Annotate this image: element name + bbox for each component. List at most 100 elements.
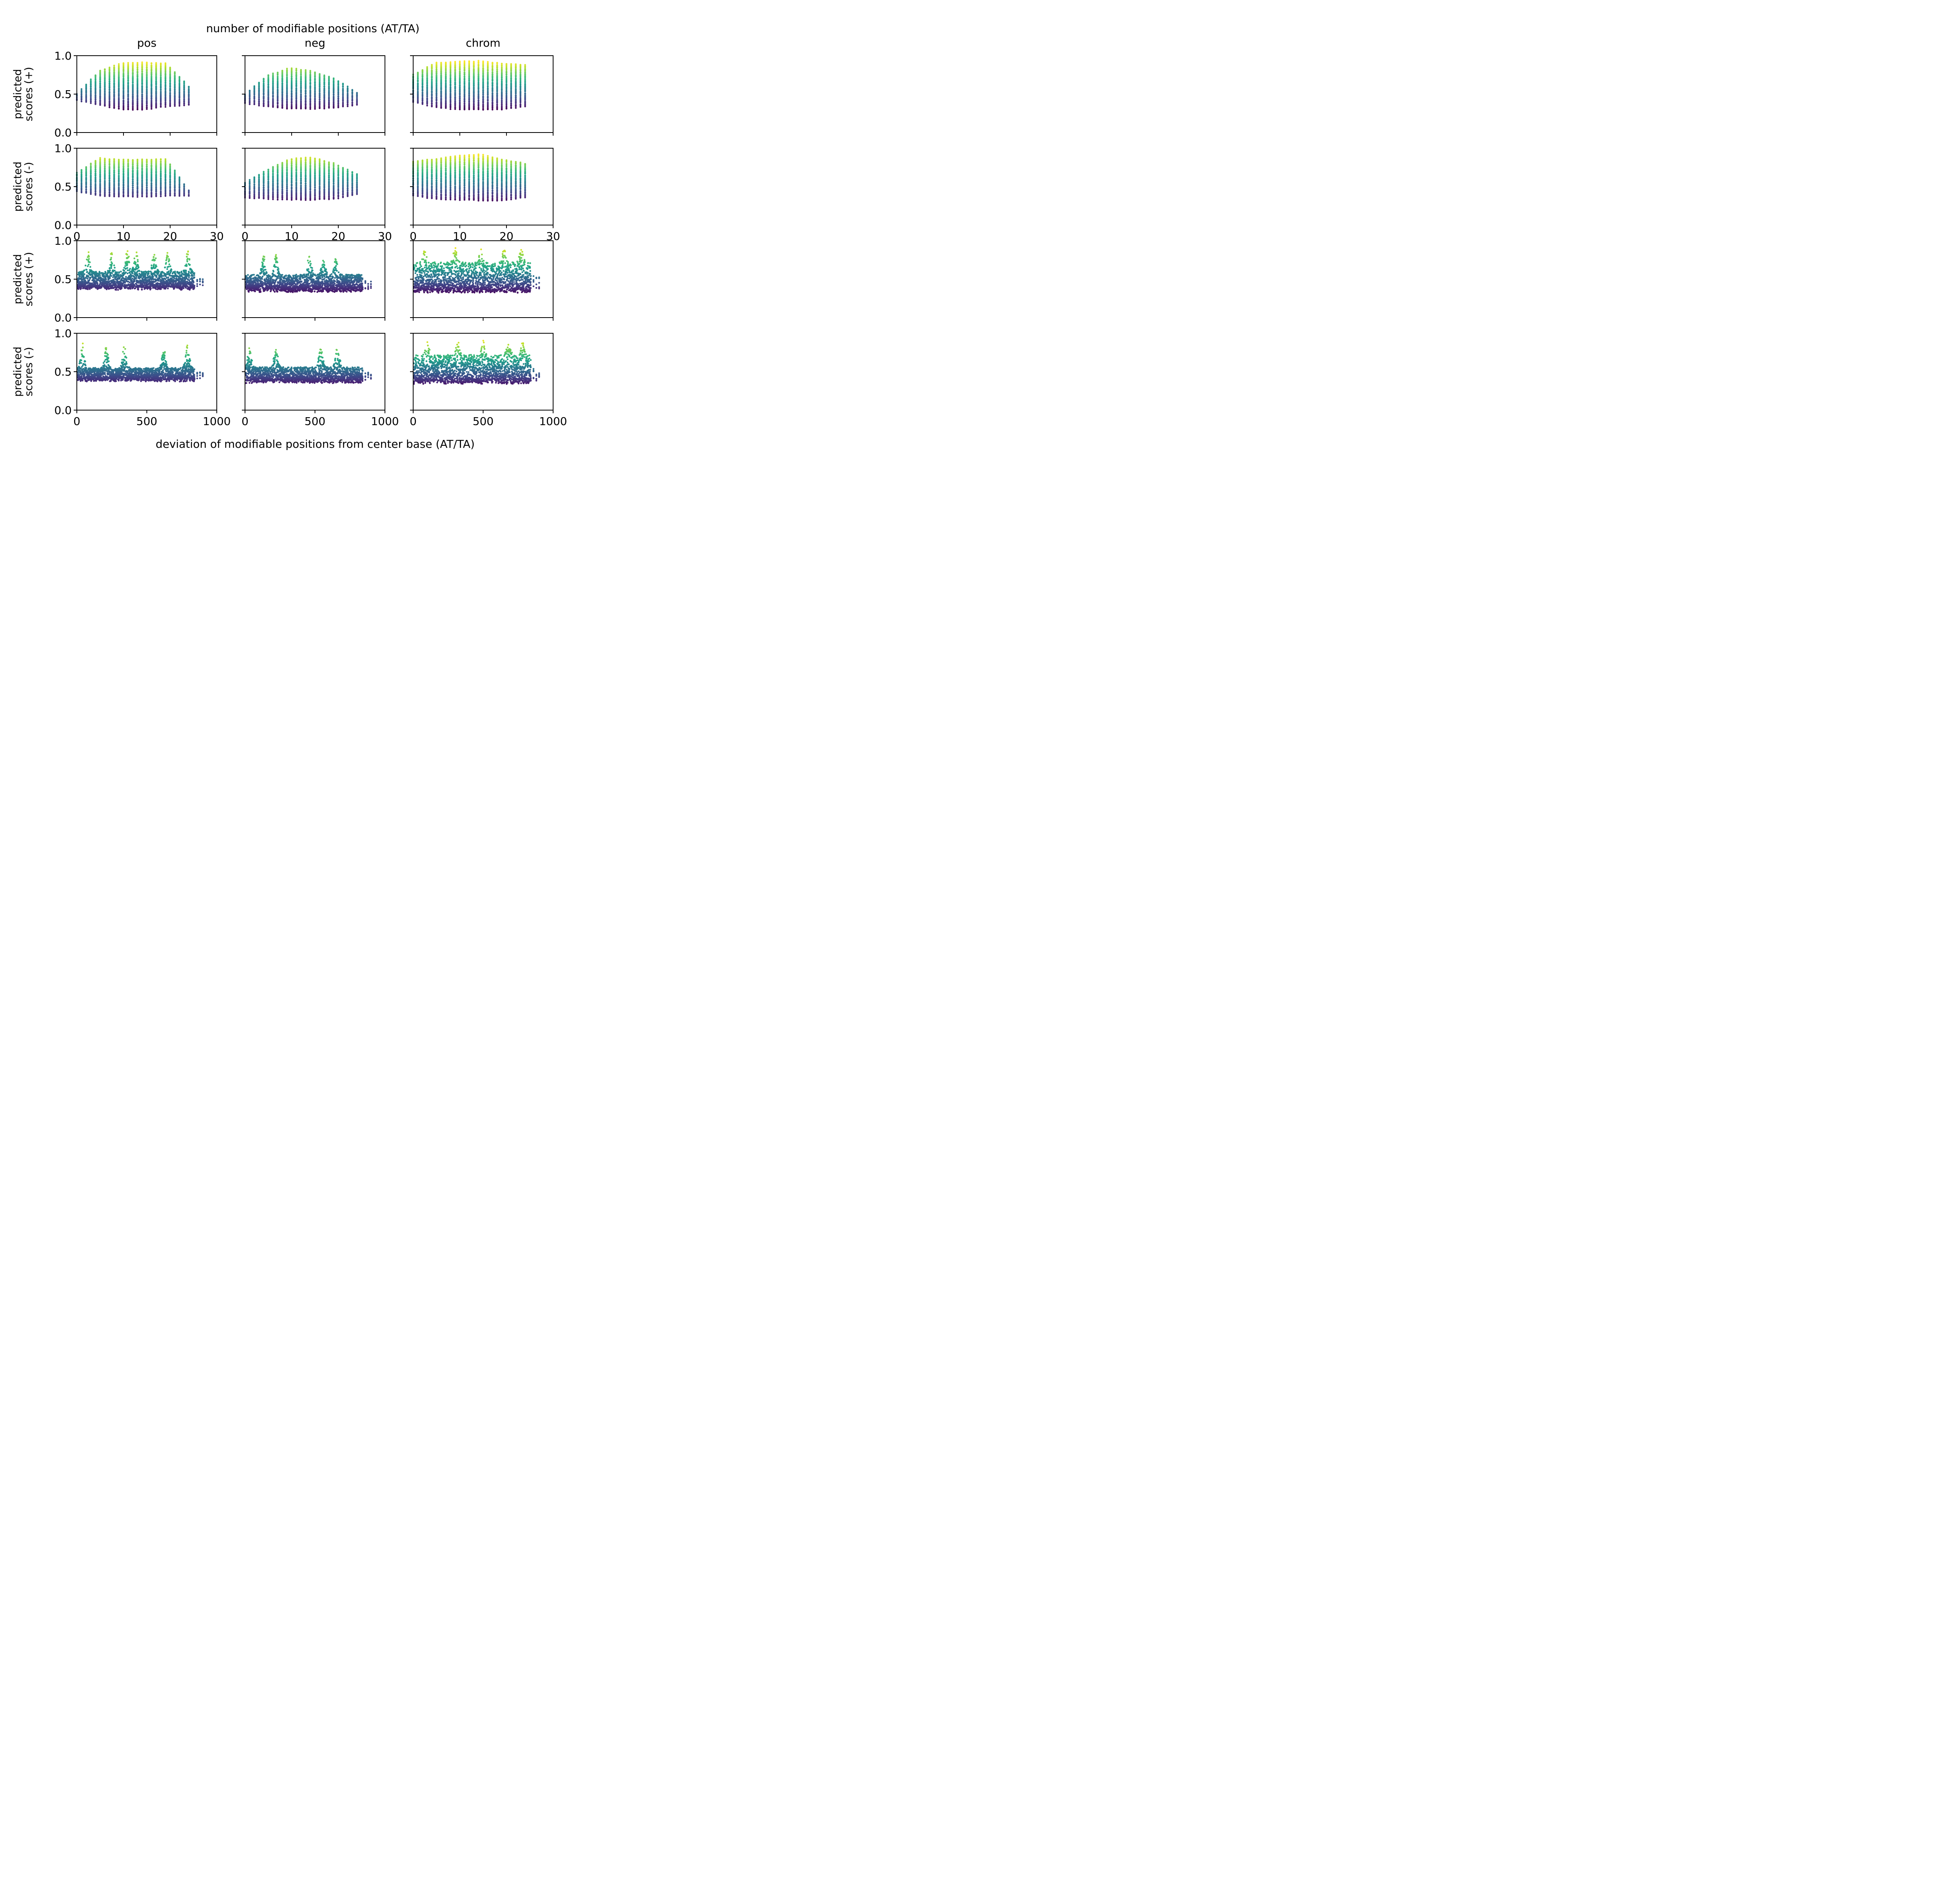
data-point <box>109 100 111 102</box>
data-point <box>328 172 330 174</box>
data-point <box>151 83 152 85</box>
data-point <box>463 161 466 163</box>
data-point <box>183 183 185 185</box>
data-point <box>94 87 96 89</box>
data-point <box>267 169 269 171</box>
data-point <box>141 105 143 107</box>
data-point <box>263 171 265 173</box>
data-point <box>417 82 419 84</box>
data-point <box>169 82 171 84</box>
data-point <box>277 102 279 104</box>
data-point <box>510 63 512 65</box>
data-point <box>510 72 512 74</box>
data-point <box>141 167 143 169</box>
data-point <box>356 173 358 175</box>
data-point <box>132 165 134 167</box>
data-point <box>515 104 517 106</box>
data-point <box>482 89 484 91</box>
data-point <box>272 98 274 100</box>
data-point <box>146 186 148 189</box>
data-point <box>337 188 339 190</box>
data-point <box>80 93 83 95</box>
data-point <box>305 161 307 163</box>
data-point <box>421 69 424 71</box>
data-point <box>263 184 265 186</box>
data-point <box>487 85 489 87</box>
data-point <box>146 71 148 73</box>
data-point <box>309 73 311 75</box>
data-point <box>113 66 115 68</box>
data-point <box>141 107 143 110</box>
data-point <box>436 195 437 197</box>
data-point <box>477 99 479 102</box>
data-point <box>136 66 139 68</box>
data-point <box>94 91 96 93</box>
data-point <box>492 62 494 64</box>
data-point <box>426 77 428 79</box>
ylabel-line: scores (+) <box>23 252 35 307</box>
data-point <box>118 75 120 77</box>
data-point <box>454 85 456 87</box>
scatter-points <box>244 67 358 110</box>
data-point <box>160 74 162 76</box>
data-point <box>90 87 92 90</box>
data-point <box>524 92 526 94</box>
data-point <box>155 102 157 104</box>
data-point <box>155 67 157 70</box>
data-point <box>164 65 167 67</box>
data-point <box>169 163 171 165</box>
data-point <box>109 80 111 82</box>
data-point <box>94 172 96 174</box>
data-point <box>431 69 433 71</box>
data-point <box>132 91 134 93</box>
data-point <box>122 69 125 71</box>
data-point <box>151 78 152 80</box>
data-point <box>109 88 111 91</box>
data-point <box>421 159 424 162</box>
data-point <box>459 154 461 157</box>
data-point <box>501 63 503 65</box>
data-point <box>146 73 148 76</box>
data-point <box>127 79 129 81</box>
data-point <box>309 89 311 91</box>
data-point <box>487 95 489 98</box>
data-point <box>160 160 162 163</box>
ylabel-line: predicted <box>12 162 24 212</box>
data-point <box>314 78 316 80</box>
data-point <box>169 99 171 101</box>
data-point <box>295 157 298 159</box>
data-point <box>183 98 185 100</box>
data-point <box>332 182 335 185</box>
data-point <box>160 65 162 67</box>
data-point <box>323 160 325 162</box>
data-point <box>169 94 171 96</box>
data-point <box>492 194 494 197</box>
data-point <box>267 74 269 76</box>
data-point <box>183 102 185 104</box>
data-point <box>290 189 293 192</box>
data-point <box>463 176 466 178</box>
data-point <box>519 103 521 105</box>
data-point <box>272 94 274 96</box>
data-point <box>482 60 484 62</box>
data-point <box>109 85 111 87</box>
data-point <box>356 181 358 183</box>
data-point <box>454 91 456 94</box>
data-point <box>524 64 526 66</box>
data-point <box>272 175 274 177</box>
data-point <box>468 197 470 200</box>
data-point <box>136 78 139 80</box>
data-point <box>90 78 92 80</box>
data-point <box>90 165 92 167</box>
data-point <box>351 91 353 93</box>
data-point <box>300 157 302 159</box>
data-point <box>174 105 176 107</box>
data-point <box>295 171 298 174</box>
data-point <box>99 82 101 84</box>
data-point <box>426 104 428 107</box>
data-point <box>328 174 330 176</box>
data-point <box>169 84 171 86</box>
data-point <box>113 106 115 108</box>
data-point <box>141 85 143 87</box>
data-point <box>454 179 456 181</box>
